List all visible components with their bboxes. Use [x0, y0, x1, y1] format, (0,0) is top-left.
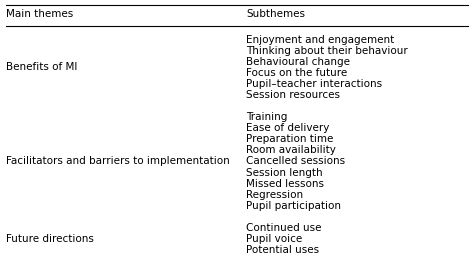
Text: Session length: Session length: [246, 167, 323, 177]
Text: Main themes: Main themes: [6, 9, 73, 19]
Text: Pupil participation: Pupil participation: [246, 201, 341, 211]
Text: Room availability: Room availability: [246, 145, 336, 155]
Text: Behavioural change: Behavioural change: [246, 57, 350, 67]
Text: Preparation time: Preparation time: [246, 134, 334, 144]
Text: Facilitators and barriers to implementation: Facilitators and barriers to implementat…: [6, 156, 230, 166]
Text: Training: Training: [246, 112, 288, 122]
Text: Pupil–teacher interactions: Pupil–teacher interactions: [246, 79, 383, 89]
Text: Session resources: Session resources: [246, 90, 340, 100]
Text: Pupil voice: Pupil voice: [246, 234, 303, 244]
Text: Future directions: Future directions: [6, 234, 94, 244]
Text: Ease of delivery: Ease of delivery: [246, 123, 330, 133]
Text: Regression: Regression: [246, 190, 303, 200]
Text: Benefits of MI: Benefits of MI: [6, 62, 77, 72]
Text: Missed lessons: Missed lessons: [246, 179, 324, 189]
Text: Continued use: Continued use: [246, 223, 322, 233]
Text: Cancelled sessions: Cancelled sessions: [246, 156, 346, 166]
Text: Focus on the future: Focus on the future: [246, 68, 347, 78]
Text: Enjoyment and engagement: Enjoyment and engagement: [246, 35, 395, 45]
Text: Subthemes: Subthemes: [246, 9, 305, 19]
Text: Thinking about their behaviour: Thinking about their behaviour: [246, 46, 408, 56]
Text: Potential uses: Potential uses: [246, 245, 319, 255]
